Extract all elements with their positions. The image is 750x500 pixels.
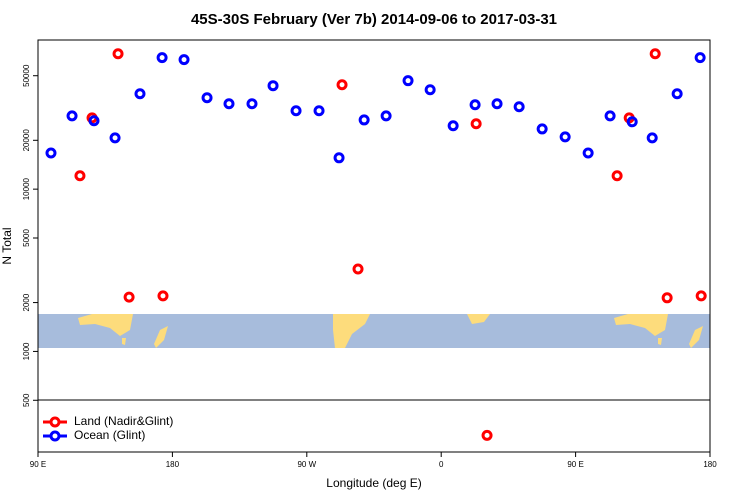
legend-marker <box>49 416 61 428</box>
point <box>604 110 616 122</box>
chart-title: 45S-30S February (Ver 7b) 2014-09-06 to … <box>191 11 557 28</box>
point <box>66 110 78 122</box>
point <box>694 52 706 64</box>
point <box>109 132 121 144</box>
point <box>134 88 146 100</box>
y-tick-label: 50000 <box>22 64 31 87</box>
point <box>157 290 169 302</box>
point <box>74 170 86 182</box>
point <box>313 105 325 117</box>
legend-label: Ocean (Glint) <box>74 428 145 442</box>
point <box>45 147 57 159</box>
point <box>536 123 548 135</box>
point <box>481 429 493 441</box>
point <box>513 101 525 113</box>
x-tick-label: 90 E <box>567 460 583 469</box>
point <box>402 75 414 87</box>
point <box>447 120 459 132</box>
point <box>695 290 707 302</box>
point <box>352 263 364 275</box>
x-tick-label: 0 <box>439 460 444 469</box>
point <box>123 291 135 303</box>
y-tick-label: 20000 <box>22 129 31 152</box>
y-tick-label: 1000 <box>22 342 31 360</box>
y-tick-label: 500 <box>22 393 31 407</box>
y-axis-label: N Total <box>0 227 14 264</box>
point <box>178 54 190 66</box>
point <box>380 110 392 122</box>
point <box>290 105 302 117</box>
point <box>223 98 235 110</box>
y-tick-label: 2000 <box>22 293 31 311</box>
x-tick-label: 180 <box>703 460 717 469</box>
point <box>469 99 481 111</box>
point <box>358 114 370 126</box>
y-tick-label: 5000 <box>22 229 31 247</box>
point <box>646 132 658 144</box>
point <box>611 170 623 182</box>
point <box>491 98 503 110</box>
point <box>661 292 673 304</box>
x-tick-label: 90 E <box>30 460 46 469</box>
point <box>671 88 683 100</box>
x-axis-label: Longitude (deg E) <box>326 476 421 490</box>
point <box>336 79 348 91</box>
map-strip <box>38 314 710 348</box>
legend-marker <box>49 430 61 442</box>
point <box>424 84 436 96</box>
x-tick-label: 180 <box>166 460 180 469</box>
point <box>246 98 258 110</box>
point <box>112 48 124 60</box>
point <box>333 152 345 164</box>
point <box>88 115 100 127</box>
point <box>582 147 594 159</box>
point <box>267 80 279 92</box>
x-tick-label: 90 W <box>297 460 316 469</box>
legend-label: Land (Nadir&Glint) <box>74 414 173 428</box>
y-tick-label: 10000 <box>22 177 31 200</box>
point <box>470 118 482 130</box>
point <box>201 92 213 104</box>
point <box>559 131 571 143</box>
plot-frame <box>37 39 711 453</box>
point <box>626 116 638 128</box>
point <box>156 52 168 64</box>
point <box>649 48 661 60</box>
